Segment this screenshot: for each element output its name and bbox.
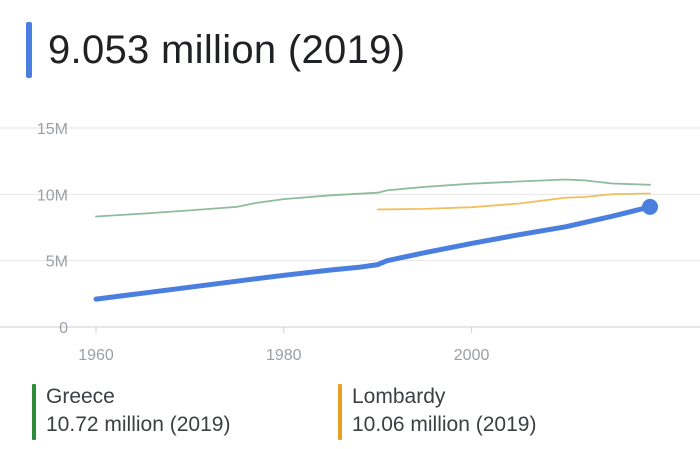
- legend-greece-value: 10.72 million (2019): [46, 413, 231, 436]
- line-chart: 0 5M 10M 15M 1960 1980 2000: [0, 121, 700, 364]
- x-tick-label: 1960: [78, 347, 114, 364]
- series-line-lombardy: [376, 192, 651, 211]
- y-tick-label: 5M: [46, 254, 68, 271]
- series-line-main: [93, 204, 653, 302]
- y-tick-label: 15M: [37, 121, 68, 138]
- series-line-greece: [95, 178, 651, 218]
- legend-lombardy-color-bar: [338, 384, 342, 440]
- x-tick-label: 2000: [454, 347, 490, 364]
- legend-lombardy-value: 10.06 million (2019): [352, 413, 537, 436]
- legend-item-greece[interactable]: Greece 10.72 million (2019): [32, 384, 230, 440]
- x-tick-label: 1980: [266, 347, 302, 364]
- headline-color-bar: [26, 22, 32, 78]
- legend-item-lombardy[interactable]: Lombardy 10.06 million (2019): [338, 384, 536, 440]
- headline: 9.053 million (2019): [26, 22, 405, 78]
- series-end-point: [642, 198, 658, 215]
- y-tick-label: 10M: [37, 187, 68, 204]
- y-tick-label: 0: [59, 320, 68, 337]
- legend-lombardy-name: Lombardy: [352, 385, 446, 408]
- legend-greece-color-bar: [32, 384, 36, 440]
- headline-value: 9.053 million (2019): [48, 27, 406, 72]
- legend-greece-name: Greece: [46, 385, 115, 408]
